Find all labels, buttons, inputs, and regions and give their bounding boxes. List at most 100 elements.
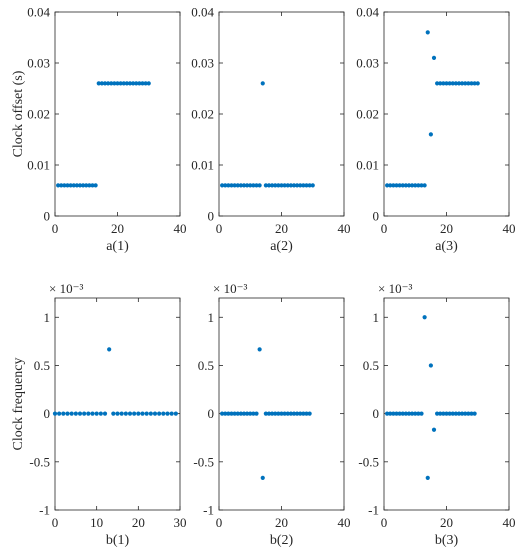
data-point: [295, 183, 300, 188]
y-tick-label: 0.04: [356, 5, 379, 20]
axes-frame: [218, 297, 345, 511]
panel-b2: 0 20 40 -1 -0.5 0 0.5 1 × 10⁻³ b(2): [193, 281, 350, 548]
data-point: [107, 347, 112, 352]
data-point: [84, 183, 89, 188]
data-point: [304, 411, 309, 416]
x-axis-label: b(1): [106, 533, 130, 548]
data-point: [416, 411, 421, 416]
data-point: [422, 315, 427, 320]
y-tick-label: -0.5: [29, 454, 50, 469]
data-point: [441, 411, 446, 416]
data-point: [291, 183, 297, 188]
data-point: [276, 183, 281, 188]
data-point: [453, 411, 458, 416]
data-point: [301, 183, 306, 188]
x-axis-label: a(1): [106, 239, 129, 254]
data-point: [65, 411, 70, 416]
data-point: [388, 183, 393, 188]
data-point: [391, 411, 396, 416]
y-tick-label: 0: [208, 406, 215, 421]
data-point: [273, 411, 278, 416]
x-tick-label: 20: [275, 515, 288, 530]
data-point: [288, 411, 293, 416]
data-point: [301, 411, 306, 416]
data-point: [77, 183, 83, 188]
data-point: [406, 411, 412, 416]
y-tick-label: 0.03: [27, 56, 50, 71]
y-tick-label: 0: [373, 406, 380, 421]
data-point: [71, 183, 76, 188]
data-point: [291, 411, 297, 416]
data-point: [425, 475, 430, 481]
y-tick-label: 0.03: [356, 56, 379, 71]
y-tick-label: 0.01: [191, 158, 214, 173]
data-point: [450, 81, 455, 86]
data-point: [229, 183, 234, 188]
data-point: [403, 183, 408, 188]
data-point: [260, 475, 265, 481]
data-point: [254, 411, 259, 416]
data-point: [241, 183, 247, 188]
data-point: [245, 411, 250, 416]
data-point: [419, 411, 424, 416]
data-point: [475, 81, 480, 86]
data-point: [121, 81, 126, 86]
data-point: [456, 81, 462, 86]
y-tick-label: 1: [44, 310, 51, 325]
data-point: [450, 411, 455, 416]
data-point: [260, 81, 265, 86]
data-point: [425, 30, 430, 35]
x-tick-label: 20: [111, 221, 124, 236]
x-tick-label: 20: [132, 515, 145, 530]
data-point: [81, 183, 86, 188]
x-axis-label: b(3): [435, 533, 459, 548]
data-point: [161, 411, 166, 416]
data-point: [282, 411, 287, 416]
data-point: [460, 411, 465, 416]
data-point: [266, 411, 272, 416]
panel-a2: 0 20 40 0 0.01 0.02 0.03 0.04 a(2): [191, 5, 350, 255]
data-point: [466, 411, 471, 416]
data-point: [419, 183, 424, 188]
y-tick-label: 0: [44, 209, 51, 224]
y-tick-label: 0.03: [191, 56, 214, 71]
panel-b1: 0 10 20 30 -1 -0.5 0 0.5 1 × 10⁻³ b(1) Clock freque…: [11, 281, 187, 548]
y-tick-label: 0.02: [27, 107, 50, 122]
data-point: [115, 81, 120, 86]
data-point: [447, 81, 452, 86]
y-axis-label: Clock offset (s): [11, 70, 26, 157]
x-axis-label: b(2): [270, 533, 294, 548]
y-tick-label: -0.5: [193, 454, 214, 469]
data-point: [438, 81, 443, 86]
x-tick-label: 30: [174, 515, 187, 530]
data-point: [241, 411, 247, 416]
data-point: [400, 411, 405, 416]
data-point: [397, 411, 402, 416]
axes-frame: [383, 297, 510, 511]
x-tick-label: 10: [90, 515, 103, 530]
data-point: [127, 411, 133, 416]
data-point: [307, 183, 312, 188]
x-tick-label: 0: [381, 221, 388, 236]
data-point: [444, 81, 449, 86]
data-point: [143, 81, 148, 86]
data-point: [279, 183, 284, 188]
data-point: [140, 81, 145, 86]
x-tick-label: 40: [503, 515, 516, 530]
data-point: [257, 183, 262, 188]
data-point: [435, 411, 440, 416]
data-point: [223, 183, 228, 188]
data-point: [61, 411, 66, 416]
data-point: [134, 81, 139, 86]
data-point: [263, 183, 268, 188]
y-axis-label: Clock frequency: [11, 358, 26, 451]
data-point: [266, 183, 272, 188]
data-point: [403, 411, 408, 416]
y-exponent-label: × 10⁻³: [213, 281, 247, 296]
data-point: [428, 132, 433, 137]
data-point: [385, 411, 390, 416]
y-exponent-label: × 10⁻³: [49, 281, 83, 296]
data-point: [235, 183, 240, 188]
data-point: [466, 81, 471, 86]
data-point: [77, 411, 83, 416]
